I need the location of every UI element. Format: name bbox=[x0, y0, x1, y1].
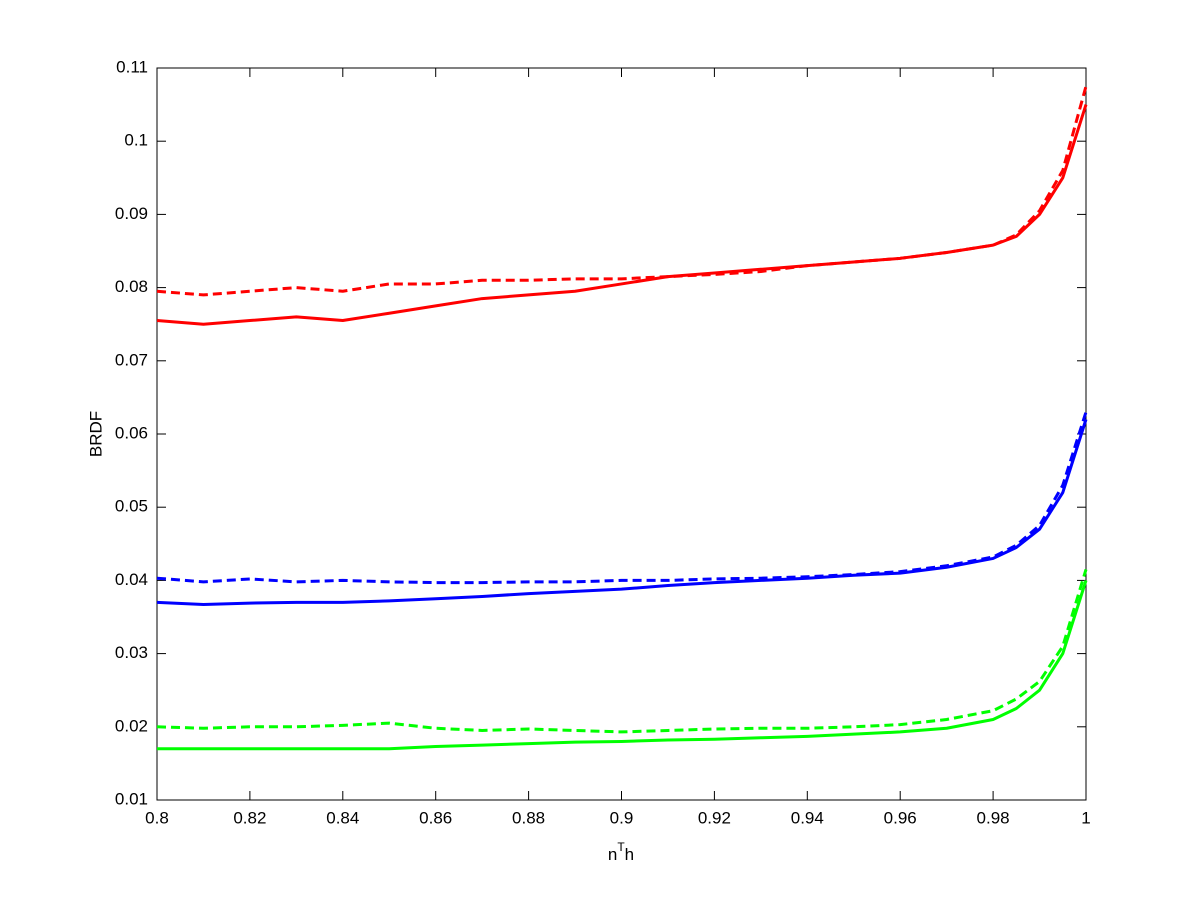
y-tick-label: 0.07 bbox=[115, 350, 148, 369]
y-tick-label: 0.08 bbox=[115, 277, 148, 296]
x-label-sup: T bbox=[617, 840, 625, 854]
x-axis-label: nTh bbox=[608, 840, 634, 864]
y-axis-label: BRDF bbox=[86, 411, 105, 457]
x-tick-label: 0.82 bbox=[233, 808, 266, 827]
x-tick-label: 0.92 bbox=[698, 808, 731, 827]
y-tick-label: 0.11 bbox=[116, 57, 148, 76]
x-tick-label: 0.96 bbox=[884, 808, 917, 827]
x-tick-label: 0.84 bbox=[326, 808, 359, 827]
dashed-line bbox=[156, 411, 1088, 585]
x-label-base: n bbox=[608, 845, 617, 864]
y-tick-label: 0.03 bbox=[115, 643, 148, 662]
x-label-rest: h bbox=[625, 845, 634, 864]
y-tick-label: 0.06 bbox=[115, 423, 148, 442]
x-tick-label: 1 bbox=[1081, 808, 1090, 827]
y-tick-label: 0.01 bbox=[115, 789, 148, 808]
y-tick-label: 0.04 bbox=[115, 570, 148, 589]
x-tick-label: 0.9 bbox=[610, 808, 634, 827]
plot-frame bbox=[156, 67, 1087, 801]
y-tick-label: 0.1 bbox=[124, 131, 148, 150]
x-tick-label: 0.86 bbox=[419, 808, 452, 827]
x-tick-label: 0.8 bbox=[145, 808, 169, 827]
y-tick-label: 0.02 bbox=[115, 716, 148, 735]
solid-line bbox=[157, 579, 1088, 751]
x-tick-label: 0.98 bbox=[977, 808, 1010, 827]
solid-line bbox=[156, 418, 1088, 607]
dashed-line bbox=[156, 85, 1088, 297]
x-tick-label: 0.88 bbox=[512, 808, 545, 827]
y-tick-label: 0.05 bbox=[115, 497, 148, 516]
dashed-line bbox=[156, 568, 1088, 734]
y-tick-label: 0.09 bbox=[115, 204, 148, 223]
x-tick-label: 0.94 bbox=[791, 808, 824, 827]
